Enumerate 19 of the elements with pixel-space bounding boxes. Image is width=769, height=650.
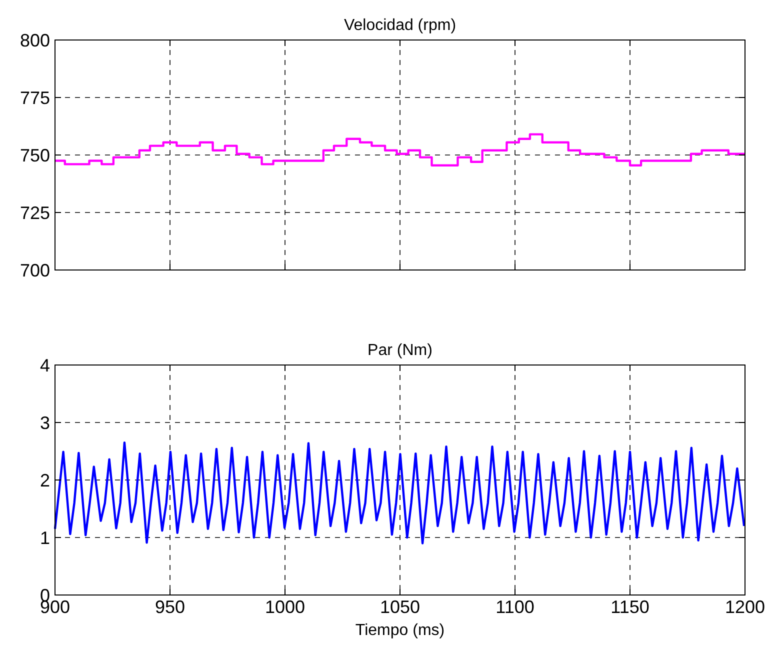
x-axis-title: Tiempo (ms) xyxy=(355,622,445,639)
y-tick-label: 725 xyxy=(20,202,50,223)
x-tick-label: 1150 xyxy=(610,597,650,617)
x-tick-label: 1200 xyxy=(724,597,766,617)
y-tick-label: 800 xyxy=(20,30,50,50)
x-tick-label: 1050 xyxy=(380,597,420,617)
chart-title: Par (Nm) xyxy=(368,342,432,359)
y-tick-label: 775 xyxy=(20,88,50,108)
y-tick-label: 1 xyxy=(40,528,50,548)
y-tick-label: 700 xyxy=(20,260,50,280)
y-tick-label: 3 xyxy=(40,412,50,433)
chart-title: Velocidad (rpm) xyxy=(344,17,456,34)
y-tick-label: 4 xyxy=(40,355,50,376)
line-series xyxy=(54,442,746,544)
y-tick-label: 750 xyxy=(20,145,50,166)
y-tick-label: 2 xyxy=(40,470,50,490)
x-tick-label: 1000 xyxy=(264,597,306,617)
x-tick-label: 1100 xyxy=(496,597,534,617)
x-tick-label: 950 xyxy=(154,597,186,617)
